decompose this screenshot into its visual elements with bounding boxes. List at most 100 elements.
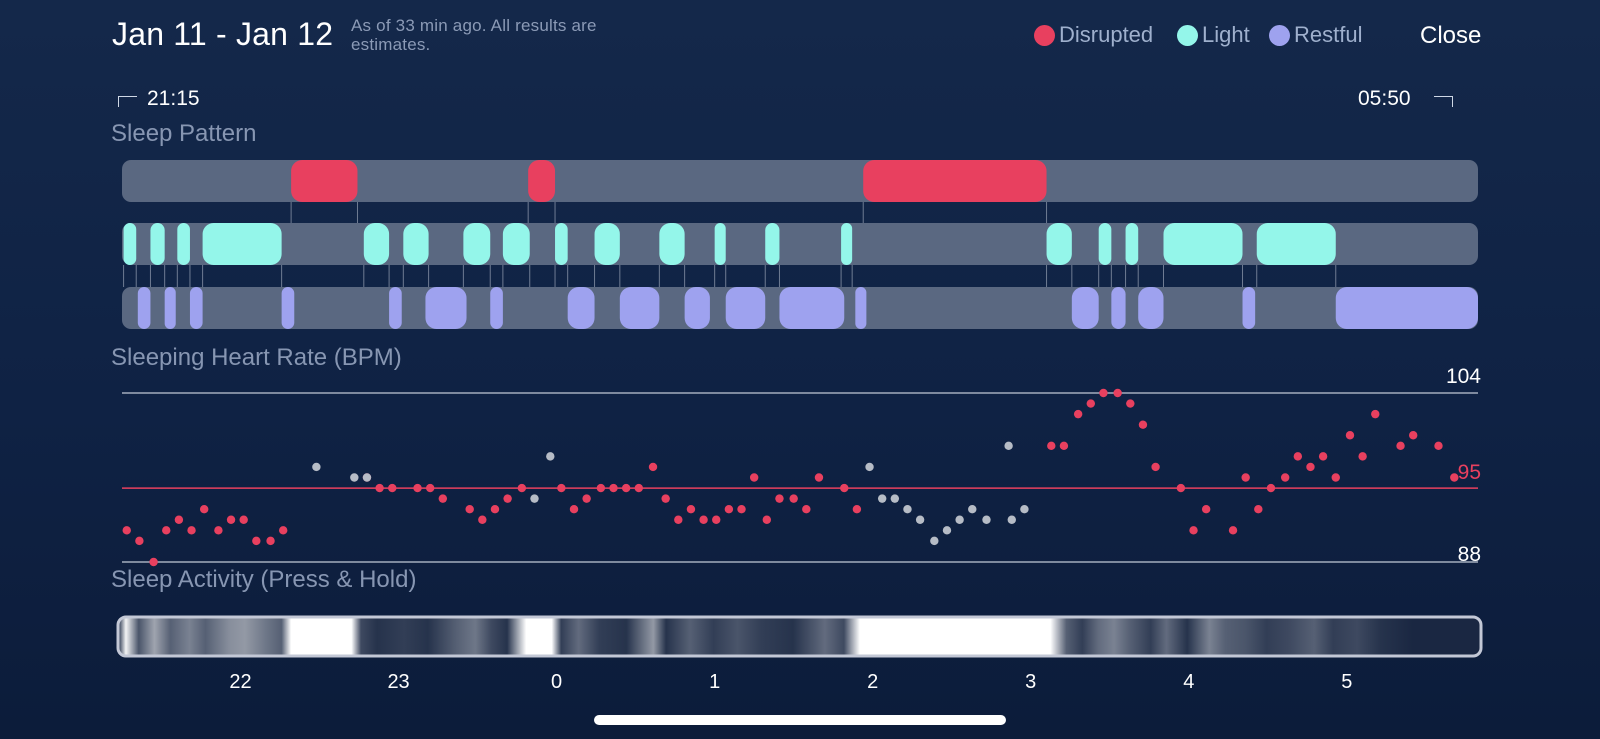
legend-disrupted-label: Disrupted — [1059, 22, 1154, 47]
sleep-activity-bar[interactable] — [116, 615, 1483, 658]
heart-rate-gridlines — [122, 392, 1478, 563]
segment-light[interactable] — [502, 223, 530, 265]
segment-light[interactable] — [765, 223, 780, 265]
hr-tick-max: 104 — [1446, 365, 1481, 388]
hr-point-heart-rate — [1059, 441, 1069, 451]
hr-tick-min[interactable]: 88 — [1458, 543, 1481, 566]
legend-light-label: Light — [1202, 22, 1250, 47]
segment-restful[interactable] — [1138, 287, 1164, 329]
x-tick-label: 22 — [229, 671, 251, 693]
segment-light[interactable] — [1256, 223, 1336, 265]
hr-point-heart-rate — [775, 494, 784, 503]
hr-point-uncertain — [930, 536, 939, 546]
segment-light[interactable] — [1046, 223, 1072, 265]
hr-point-heart-rate — [762, 515, 772, 524]
segment-light[interactable] — [177, 223, 190, 265]
segment-light[interactable] — [714, 223, 726, 265]
hr-point-heart-rate — [674, 515, 683, 524]
segment-restful[interactable] — [855, 287, 867, 329]
hr-point-heart-rate — [582, 494, 591, 503]
segment-light[interactable] — [202, 223, 282, 265]
segment-restful[interactable] — [490, 287, 503, 329]
hr-point-heart-rate — [1201, 504, 1211, 514]
x-tick-label: 4 — [1183, 671, 1194, 693]
estimate-note: As of 33 min ago. All results are estima… — [351, 16, 597, 54]
segment-light[interactable] — [659, 223, 685, 265]
hr-point-heart-rate — [852, 504, 862, 514]
segment-disrupted[interactable] — [863, 160, 1047, 202]
hr-point-heart-rate — [1189, 526, 1198, 535]
hr-point-heart-rate — [375, 483, 384, 493]
segment-restful[interactable] — [619, 287, 660, 329]
end-bracket-icon — [1434, 96, 1453, 107]
segment-light[interactable] — [841, 223, 853, 265]
segment-restful[interactable] — [137, 287, 151, 329]
x-tick-label: 0 — [551, 671, 562, 693]
segment-light[interactable] — [1163, 223, 1243, 265]
hr-point-heart-rate — [162, 526, 171, 535]
segment-restful[interactable] — [1242, 287, 1256, 329]
hr-point-heart-rate — [1434, 441, 1443, 451]
x-tick-label: 5 — [1341, 671, 1352, 693]
hr-point-heart-rate — [199, 504, 209, 514]
sleep-activity-label: Sleep Activity (Press & Hold) — [111, 566, 417, 593]
heart-rate-points — [122, 388, 1459, 567]
segment-restful[interactable] — [684, 287, 710, 329]
hr-point-uncertain — [1004, 441, 1013, 451]
segment-restful[interactable] — [189, 287, 203, 329]
hr-point-heart-rate — [802, 504, 811, 514]
hr-point-heart-rate — [438, 494, 448, 503]
hr-point-heart-rate — [1306, 462, 1315, 472]
activity-intensity-fill[interactable] — [118, 617, 1481, 656]
hr-point-heart-rate — [1254, 504, 1263, 514]
hr-point-heart-rate — [1228, 526, 1238, 535]
hr-point-heart-rate — [1396, 441, 1405, 451]
segment-light[interactable] — [150, 223, 165, 265]
segment-restful[interactable] — [281, 287, 295, 329]
restful-dot-icon — [1269, 24, 1290, 46]
hr-point-heart-rate — [149, 557, 158, 567]
hr-point-uncertain — [530, 494, 539, 503]
segment-light[interactable] — [1125, 223, 1139, 265]
segment-light[interactable] — [403, 223, 429, 265]
close-button[interactable]: Close — [1420, 22, 1482, 49]
hr-point-heart-rate — [609, 483, 618, 493]
segment-restful[interactable] — [1335, 287, 1478, 329]
segment-restful[interactable] — [425, 287, 467, 329]
segment-restful[interactable] — [164, 287, 176, 329]
hr-point-heart-rate — [737, 504, 746, 514]
hr-point-heart-rate — [1113, 388, 1122, 398]
home-indicator[interactable] — [594, 715, 1006, 725]
lane-track-disrupted — [122, 160, 1478, 202]
disrupted-dot-icon — [1034, 24, 1055, 46]
x-tick-label: 23 — [387, 671, 409, 693]
segment-restful[interactable] — [389, 287, 402, 329]
segment-restful[interactable] — [725, 287, 766, 329]
hr-point-uncertain — [1007, 515, 1016, 524]
segment-light[interactable] — [555, 223, 568, 265]
hr-point-heart-rate — [569, 504, 579, 514]
segment-restful[interactable] — [1071, 287, 1099, 329]
segment-light[interactable] — [1098, 223, 1112, 265]
segment-restful[interactable] — [567, 287, 595, 329]
segment-disrupted[interactable] — [291, 160, 358, 202]
hr-point-heart-rate — [1176, 483, 1186, 493]
segment-disrupted[interactable] — [528, 160, 556, 202]
hr-point-heart-rate — [1450, 473, 1459, 482]
hr-point-heart-rate — [174, 515, 184, 524]
segment-restful[interactable] — [779, 287, 845, 329]
x-tick-label: 3 — [1025, 671, 1036, 693]
hr-point-uncertain — [903, 504, 912, 514]
hr-point-heart-rate — [1293, 452, 1303, 461]
hr-point-heart-rate — [388, 483, 397, 493]
hr-point-uncertain — [1020, 504, 1029, 514]
segment-light[interactable] — [123, 223, 137, 265]
hr-point-heart-rate — [596, 483, 606, 493]
hr-point-heart-rate — [266, 536, 275, 546]
segment-light[interactable] — [594, 223, 620, 265]
lane-track-light — [122, 223, 1478, 265]
segment-light[interactable] — [363, 223, 390, 265]
segment-light[interactable] — [463, 223, 491, 265]
hr-point-heart-rate — [1266, 483, 1276, 493]
segment-restful[interactable] — [1111, 287, 1126, 329]
